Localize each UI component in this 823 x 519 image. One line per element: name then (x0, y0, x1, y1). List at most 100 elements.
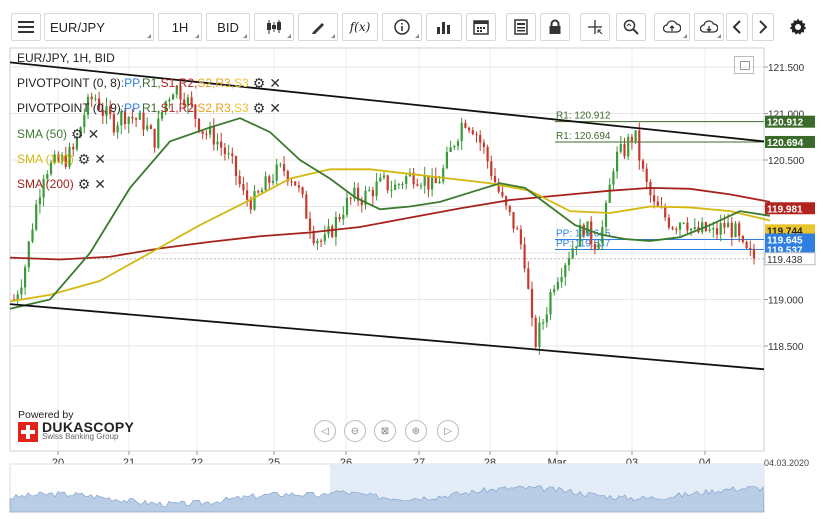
period-selector[interactable]: 1H (158, 13, 202, 41)
indicators-button[interactable]: f(x) (342, 13, 378, 41)
chart-area[interactable]: 121.500121.000120.500120.000119.500119.0… (0, 44, 823, 519)
gear-icon[interactable]: ⚙ (252, 75, 266, 91)
instrument-selector[interactable]: EUR/JPY (44, 13, 154, 41)
report-button[interactable] (506, 13, 536, 41)
price-side-selector[interactable]: BID (206, 13, 250, 41)
sma-100-line (9, 168, 771, 303)
candle-body (549, 292, 552, 315)
candle-body (567, 258, 571, 266)
navigator-series (9, 485, 765, 513)
candle-body (530, 288, 534, 318)
price-tag-label: 119.981 (767, 204, 803, 215)
candle-body (131, 116, 134, 119)
nav-forward-button[interactable]: ▷ (437, 420, 459, 442)
y-tick-label: 121.500 (768, 63, 805, 74)
close-icon[interactable]: ✕ (94, 151, 106, 167)
zoom-in-button[interactable]: ⊕ (405, 420, 427, 442)
gear-icon[interactable]: ⚙ (77, 151, 91, 167)
candle-body (294, 181, 297, 186)
price-tag-label: 120.912 (767, 118, 804, 129)
upload-button[interactable] (654, 13, 690, 41)
candle-body (360, 200, 363, 205)
gear-icon[interactable]: ⚙ (71, 126, 84, 142)
candle-body (653, 195, 656, 202)
legend-sma-200: SMA (200) ⚙ ✕ (17, 177, 106, 191)
cloud-upload-icon (663, 19, 681, 35)
chart-canvas[interactable]: 121.500121.000120.500120.000119.500119.0… (0, 44, 823, 519)
chart-title: EUR/JPY, 1H, BID (17, 51, 115, 65)
candle-body (57, 154, 60, 162)
download-button[interactable] (694, 13, 724, 41)
popout-button[interactable] (734, 56, 754, 74)
close-icon[interactable]: ✕ (87, 126, 100, 142)
settings-button[interactable] (784, 13, 812, 41)
candle-body (475, 134, 478, 136)
candle-body (164, 101, 167, 112)
lock-button[interactable] (540, 13, 570, 41)
candle-body (604, 202, 608, 227)
candle-body (479, 135, 482, 143)
candle-body (231, 153, 234, 157)
candle-body (749, 248, 752, 250)
chart-type-button[interactable] (254, 13, 294, 41)
candle-body (308, 218, 312, 231)
pivot-label: PP: 119.537 (556, 239, 611, 250)
candle-body (364, 190, 367, 205)
candle-body (582, 224, 585, 236)
volume-button[interactable] (426, 13, 462, 41)
candle-body (38, 197, 41, 205)
candle-body (571, 248, 574, 259)
legend-pivot-9: PIVOTPOINT (0, 9) : PP, R1, S1, R2, S2, … (17, 100, 282, 116)
candle-body (264, 176, 267, 191)
gear-icon[interactable]: ⚙ (77, 176, 91, 192)
candle-body (456, 141, 460, 146)
info-button[interactable] (382, 13, 422, 41)
calendar-button[interactable] (466, 13, 496, 41)
zoom-button[interactable] (616, 13, 646, 41)
candle-body (723, 223, 726, 228)
nav-back-button[interactable]: ◁ (314, 420, 336, 442)
candle-body (497, 182, 500, 192)
close-icon[interactable]: ✕ (94, 176, 106, 192)
candle-body (79, 127, 82, 137)
candle-body (120, 111, 123, 126)
candle-body (205, 133, 208, 135)
candle-body (379, 177, 382, 182)
candle-body (197, 118, 201, 132)
candle-body (752, 248, 756, 259)
candle-body (641, 160, 645, 169)
scroll-right-button[interactable] (752, 13, 774, 41)
crosshair-button[interactable] (580, 13, 610, 41)
candle-body (279, 164, 282, 166)
candle-body (20, 287, 23, 295)
pivot-item: PP, (124, 76, 142, 90)
close-icon[interactable]: ✕ (269, 100, 282, 116)
menu-button[interactable] (11, 13, 41, 41)
candle-body (275, 164, 278, 181)
drawing-tools-button[interactable] (298, 13, 338, 41)
cloud-download-icon (700, 19, 718, 35)
indicator-name: SMA (50) (17, 127, 68, 141)
candle-body (386, 175, 389, 191)
candle-body (194, 104, 197, 119)
candle-body (416, 184, 419, 186)
candle-body (175, 85, 178, 95)
candle-body (123, 111, 127, 125)
candle-body (49, 162, 53, 175)
candle-body (708, 229, 711, 231)
candle-body (353, 187, 356, 199)
candle-body (357, 187, 360, 201)
candle-body (331, 226, 334, 237)
pivot-item: S2, (197, 101, 216, 115)
candle-body (664, 207, 667, 218)
fit-button[interactable]: ⊠ (374, 420, 396, 442)
close-icon[interactable]: ✕ (269, 75, 282, 91)
candle-body (523, 244, 526, 269)
zoom-out-button[interactable]: ⊖ (344, 420, 366, 442)
candle-body (490, 161, 493, 177)
crosshair-icon (587, 19, 603, 35)
candle-body (24, 267, 27, 288)
candle-body (223, 147, 226, 155)
gear-icon[interactable]: ⚙ (252, 100, 266, 116)
scroll-left-button[interactable] (726, 13, 748, 41)
